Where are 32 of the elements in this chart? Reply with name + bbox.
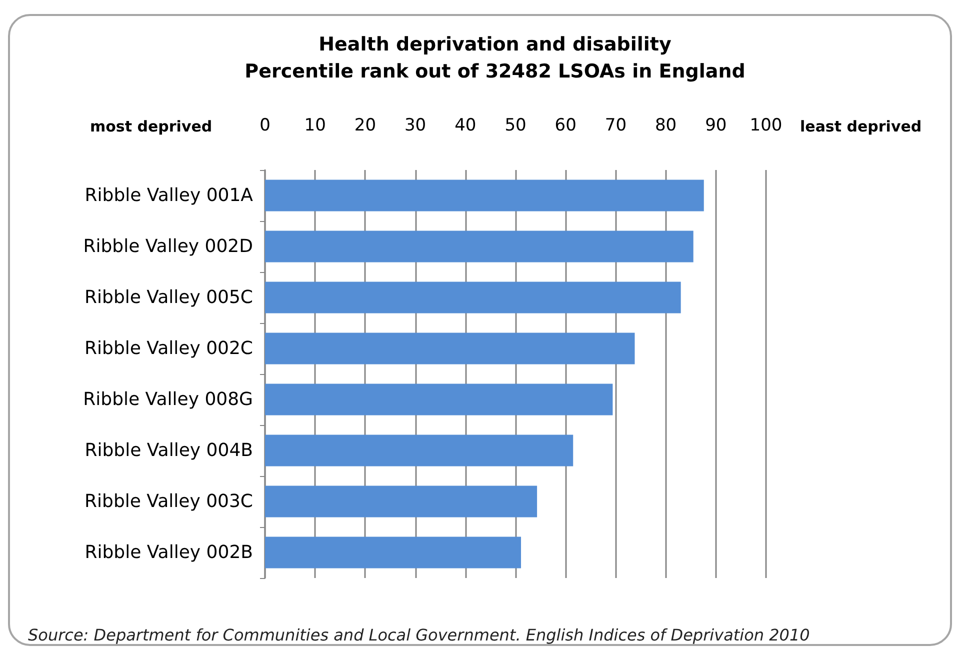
x-tick-label: 0 — [260, 116, 270, 136]
x-tick-label: 30 — [404, 116, 426, 136]
x-tick-label: 100 — [750, 116, 782, 136]
y-tick-label: Ribble Valley 002C — [84, 338, 253, 359]
bar — [265, 282, 681, 314]
chart-title: Health deprivation and disability — [318, 34, 672, 56]
x-tick-label: 80 — [654, 116, 677, 136]
bar — [265, 434, 574, 466]
y-tick-label: Ribble Valley 008G — [83, 389, 253, 410]
x-tick-label: 70 — [604, 116, 627, 136]
y-tick-label: Ribble Valley 004B — [84, 440, 253, 461]
bar — [265, 536, 522, 568]
chart-subtitle: Percentile rank out of 32482 LSOAs in England — [244, 60, 746, 82]
x-tick-label: 20 — [354, 116, 376, 136]
bar — [265, 486, 538, 518]
text: least deprived — [800, 118, 922, 136]
y-tick-label: Ribble Valley 002D — [83, 236, 253, 257]
text: most deprived — [90, 118, 212, 136]
bar — [265, 384, 613, 416]
x-tick-label: 10 — [304, 116, 326, 136]
source-note: Source: Department for Communities and Local Government. English Indices of Deprivation 2010 — [28, 626, 810, 644]
y-tick-label: Ribble Valley 002B — [84, 542, 253, 563]
y-tick-label: Ribble Valley 005C — [84, 287, 253, 308]
bar — [265, 180, 704, 212]
y-tick-label: Ribble Valley 001A — [84, 185, 254, 206]
x-tick-label: 60 — [554, 116, 576, 136]
x-tick-label: 50 — [504, 116, 526, 136]
y-tick-label: Ribble Valley 003C — [84, 491, 253, 512]
x-tick-label: 40 — [454, 116, 476, 136]
x-tick-label: 90 — [705, 116, 727, 136]
bar — [265, 230, 694, 262]
bar — [265, 332, 635, 364]
